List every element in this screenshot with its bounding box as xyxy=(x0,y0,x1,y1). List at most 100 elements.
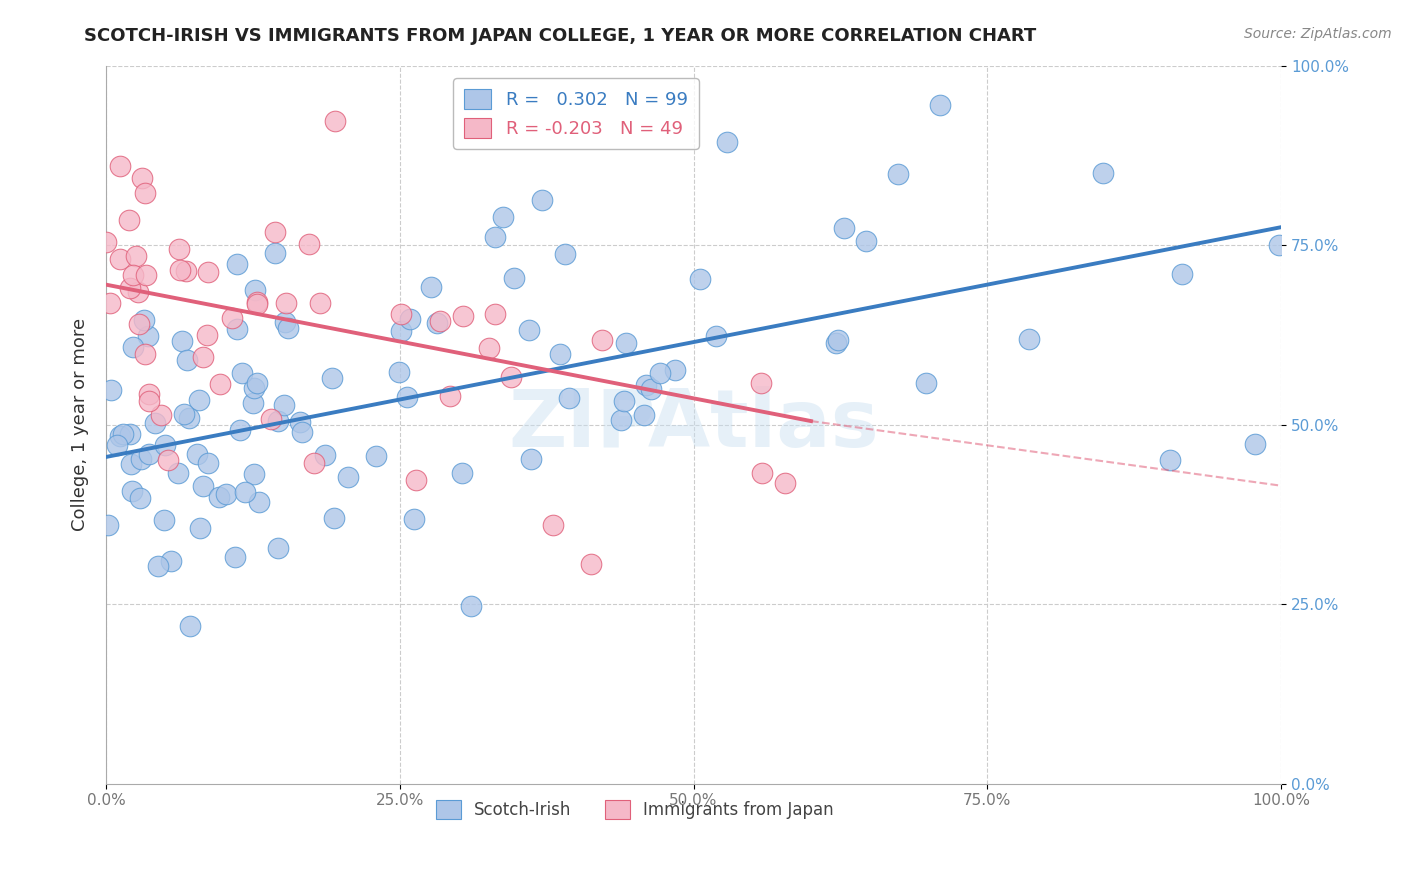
Point xyxy=(614,335,637,350)
Point xyxy=(704,329,727,343)
Point xyxy=(98,296,121,310)
Point xyxy=(543,518,565,533)
Point xyxy=(396,390,419,404)
Point xyxy=(267,541,290,556)
Point xyxy=(419,280,441,294)
Point xyxy=(174,264,197,278)
Point xyxy=(276,295,298,310)
Point xyxy=(291,425,314,439)
Point xyxy=(302,456,325,470)
Point xyxy=(1091,165,1114,179)
Point xyxy=(208,490,231,504)
Point xyxy=(273,398,295,412)
Legend: Scotch-Irish, Immigrants from Japan: Scotch-Irish, Immigrants from Japan xyxy=(429,794,841,826)
Point xyxy=(277,321,299,335)
Point xyxy=(1018,332,1040,346)
Point xyxy=(243,283,266,297)
Point xyxy=(478,341,501,355)
Point xyxy=(439,389,461,403)
Point xyxy=(775,476,797,491)
Point xyxy=(160,554,183,568)
Point xyxy=(451,309,474,323)
Point xyxy=(633,408,655,422)
Point xyxy=(460,599,482,614)
Point xyxy=(915,376,938,390)
Point xyxy=(824,336,846,351)
Point xyxy=(169,263,191,277)
Point xyxy=(664,362,686,376)
Point xyxy=(134,312,156,326)
Y-axis label: College, 1 year or more: College, 1 year or more xyxy=(72,318,89,532)
Point xyxy=(146,559,169,574)
Point xyxy=(226,257,249,271)
Point xyxy=(100,383,122,397)
Point xyxy=(97,518,120,533)
Point xyxy=(716,136,738,150)
Point xyxy=(323,114,346,128)
Point xyxy=(1171,267,1194,281)
Point xyxy=(558,391,581,405)
Point xyxy=(157,452,180,467)
Text: ZIPAtlas: ZIPAtlas xyxy=(508,385,879,464)
Point xyxy=(149,408,172,422)
Point xyxy=(129,491,152,505)
Point xyxy=(751,466,773,480)
Point xyxy=(648,366,671,380)
Point xyxy=(167,467,190,481)
Point xyxy=(128,317,150,331)
Point xyxy=(138,393,160,408)
Point xyxy=(215,487,238,501)
Point xyxy=(402,511,425,525)
Point xyxy=(197,456,219,470)
Point xyxy=(1159,453,1181,467)
Point xyxy=(111,426,134,441)
Point xyxy=(118,426,141,441)
Point xyxy=(855,235,877,249)
Point xyxy=(492,210,515,224)
Point xyxy=(105,438,128,452)
Point xyxy=(450,467,472,481)
Point xyxy=(246,376,269,391)
Point xyxy=(125,249,148,263)
Point xyxy=(108,159,131,173)
Point xyxy=(186,446,208,460)
Point xyxy=(389,324,412,338)
Point xyxy=(484,307,506,321)
Point xyxy=(108,252,131,266)
Text: SCOTCH-IRISH VS IMMIGRANTS FROM JAPAN COLLEGE, 1 YEAR OR MORE CORRELATION CHART: SCOTCH-IRISH VS IMMIGRANTS FROM JAPAN CO… xyxy=(84,27,1036,45)
Point xyxy=(153,513,176,527)
Point xyxy=(520,451,543,466)
Point xyxy=(135,268,157,282)
Point xyxy=(640,382,662,396)
Point xyxy=(929,98,952,112)
Point xyxy=(398,312,420,326)
Point xyxy=(322,511,344,525)
Point xyxy=(229,423,252,437)
Point xyxy=(127,285,149,299)
Point xyxy=(191,350,214,364)
Point xyxy=(517,323,540,337)
Point xyxy=(689,272,711,286)
Point xyxy=(246,296,269,310)
Point xyxy=(1244,436,1267,450)
Point xyxy=(501,369,523,384)
Point xyxy=(274,315,297,329)
Text: Source: ZipAtlas.com: Source: ZipAtlas.com xyxy=(1244,27,1392,41)
Point xyxy=(531,193,554,207)
Point xyxy=(120,457,142,471)
Point xyxy=(426,317,449,331)
Point xyxy=(120,281,142,295)
Point xyxy=(188,521,211,535)
Point xyxy=(138,386,160,401)
Point xyxy=(118,213,141,227)
Point xyxy=(405,473,427,487)
Point xyxy=(231,366,253,380)
Point xyxy=(108,429,131,443)
Point xyxy=(550,347,572,361)
Point xyxy=(634,377,657,392)
Point xyxy=(1267,237,1289,252)
Point xyxy=(243,381,266,395)
Point xyxy=(591,334,613,348)
Point xyxy=(887,167,910,181)
Point xyxy=(243,467,266,481)
